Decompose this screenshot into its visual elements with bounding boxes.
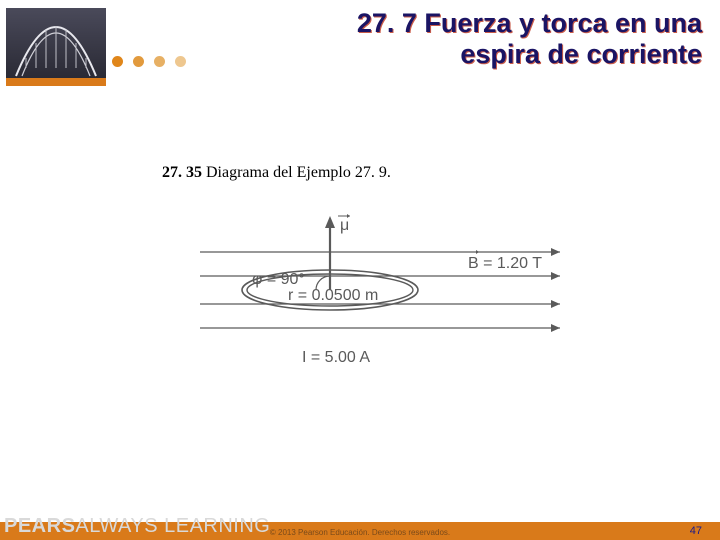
figure-caption-text: Diagrama del Ejemplo 27. 9. bbox=[202, 164, 391, 181]
figure-number: 27. 35 bbox=[162, 164, 202, 181]
copyright-text: © 2013 Pearson Educación. Derechos reser… bbox=[0, 528, 720, 537]
physics-diagram: μ φ = 90°r = 0.0500 m B = 1.20 T I = 5.00 A bbox=[200, 210, 560, 370]
svg-text:φ = 90°: φ = 90° bbox=[252, 271, 305, 288]
figure-caption: 27. 35 Diagrama del Ejemplo 27. 9. bbox=[162, 164, 391, 182]
dot bbox=[154, 56, 165, 67]
dot bbox=[112, 56, 123, 67]
chapter-thumbnail bbox=[6, 8, 106, 86]
svg-text:I = 5.00 A: I = 5.00 A bbox=[302, 349, 370, 366]
dot bbox=[133, 56, 144, 67]
svg-text:B = 1.20 T: B = 1.20 T bbox=[468, 255, 542, 272]
section-title: 27. 7 Fuerza y torca en una espira de co… bbox=[357, 8, 702, 70]
svg-text:μ: μ bbox=[340, 217, 349, 234]
page-number: 47 bbox=[690, 525, 702, 537]
title-line-2: espira de corriente bbox=[357, 39, 702, 70]
decorative-dots bbox=[112, 56, 186, 67]
title-line-1: 27. 7 Fuerza y torca en una bbox=[357, 8, 702, 39]
svg-text:r = 0.0500 m: r = 0.0500 m bbox=[288, 287, 378, 304]
arch-icon bbox=[6, 8, 106, 78]
dot bbox=[175, 56, 186, 67]
